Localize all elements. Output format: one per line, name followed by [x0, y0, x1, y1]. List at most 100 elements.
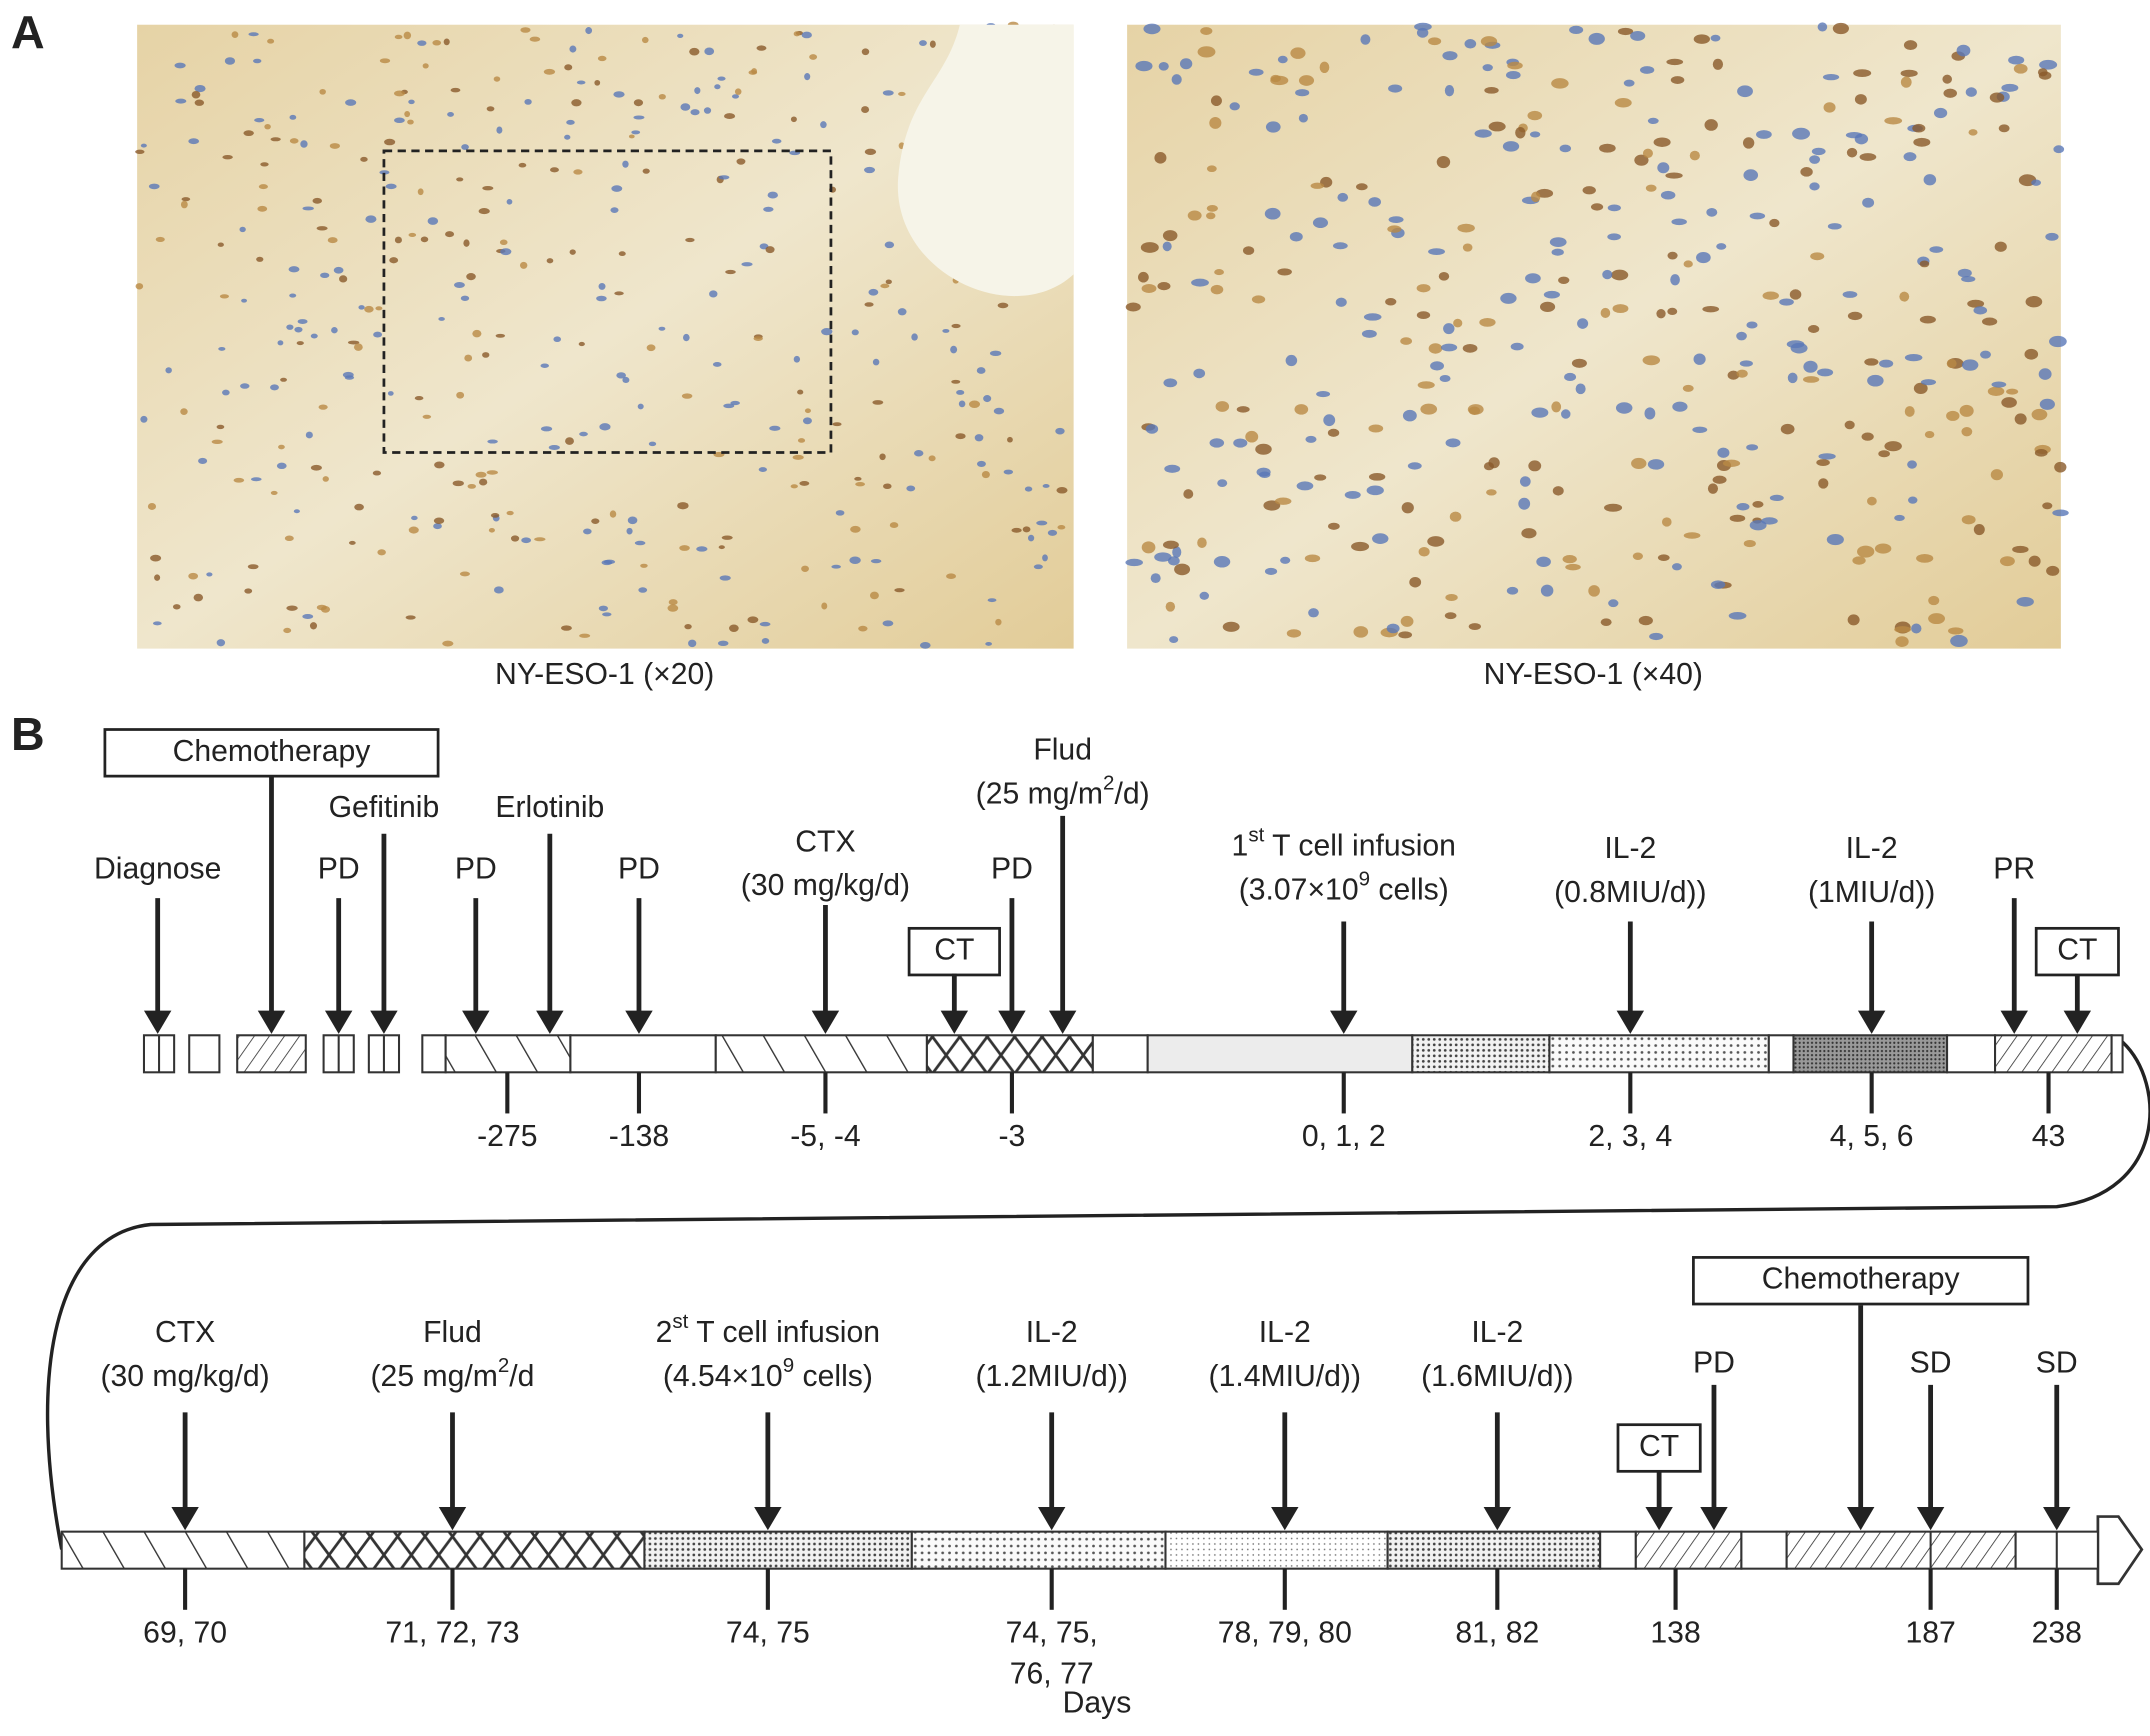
label-part: PR — [1993, 853, 2035, 886]
label-part: PD — [318, 853, 360, 886]
nucleus — [976, 367, 986, 374]
nucleus — [1298, 75, 1315, 86]
day-label: -275 — [477, 1120, 537, 1153]
nucleus — [1305, 435, 1317, 443]
nucleus — [2046, 565, 2060, 576]
nucleus — [1638, 615, 1653, 626]
nucleus — [1749, 212, 1766, 220]
nucleus — [456, 177, 464, 182]
nucleus — [1956, 44, 1971, 57]
nucleus — [211, 439, 223, 444]
nucleus — [1973, 306, 1988, 315]
timeline-segment — [1599, 1530, 1637, 1570]
nucleus — [1746, 321, 1758, 329]
event-label: (1.4MIU/d)) — [1209, 1360, 1361, 1393]
nucleus — [1209, 438, 1225, 448]
nucleus — [914, 450, 924, 457]
nucleus — [1564, 372, 1577, 382]
nucleus — [1368, 424, 1384, 433]
nucleus — [1903, 152, 1917, 162]
nucleus — [1549, 237, 1567, 247]
superscript: 2 — [1103, 771, 1114, 794]
nucleus — [882, 90, 894, 96]
timeline-segment — [1146, 1034, 1414, 1074]
nucleus — [1670, 76, 1685, 84]
nucleus — [447, 111, 454, 117]
nucleus — [751, 68, 758, 75]
nucleus — [320, 272, 330, 278]
nucleus — [482, 352, 490, 358]
nucleus — [510, 535, 520, 542]
nucleus — [951, 323, 961, 329]
nucleus — [1551, 78, 1569, 89]
nucleus — [534, 537, 546, 542]
nucleus — [1179, 58, 1193, 70]
nucleus — [405, 615, 416, 620]
nucleus — [869, 591, 879, 600]
label-part: IL-2 — [1471, 1316, 1523, 1349]
nucleus — [1588, 585, 1600, 597]
label-part: /d — [509, 1360, 534, 1393]
nucleus — [648, 441, 657, 447]
day-label: 78, 79, 80 — [1218, 1616, 1352, 1649]
nucleus — [1372, 533, 1389, 545]
day-label: 187 — [1905, 1616, 1955, 1649]
nucleus — [1172, 546, 1182, 558]
nucleus — [1928, 595, 1940, 606]
nucleus — [1024, 486, 1033, 492]
nucleus — [1571, 358, 1587, 368]
nucleus — [790, 116, 797, 123]
nucleus — [404, 110, 411, 118]
nucleus — [506, 199, 513, 205]
nucleus — [820, 121, 827, 129]
nucleus — [1644, 407, 1656, 420]
event-label: SD — [1910, 1346, 1952, 1379]
nucleus — [1165, 601, 1176, 612]
nucleus — [801, 31, 812, 39]
event-label: CTX — [155, 1316, 215, 1349]
nucleus — [283, 627, 292, 634]
nucleus — [714, 84, 721, 90]
event-label: (3.07×109 cells) — [1239, 867, 1449, 906]
nucleus — [985, 641, 992, 646]
nucleus — [1183, 489, 1194, 499]
nucleus — [276, 462, 287, 470]
nucleus — [293, 509, 300, 514]
nucleus — [626, 527, 633, 535]
day-label: -3 — [999, 1120, 1026, 1153]
nucleus — [1660, 190, 1676, 200]
nucleus — [364, 305, 374, 313]
nucleus — [1689, 150, 1700, 161]
nucleus — [289, 114, 297, 120]
nucleus — [1439, 374, 1451, 383]
arrow-head — [625, 1010, 653, 1034]
nucleus — [1154, 152, 1167, 164]
nucleus — [1847, 311, 1863, 321]
nucleus — [1488, 121, 1506, 132]
nucleus — [1003, 469, 1014, 475]
nucleus — [642, 168, 650, 174]
nucleus — [1911, 623, 1922, 634]
nucleus — [1994, 241, 2007, 252]
nucleus — [394, 236, 402, 244]
nucleus — [950, 345, 958, 354]
nucleus — [1894, 626, 1912, 633]
nucleus — [804, 408, 811, 414]
nucleus — [1608, 599, 1619, 608]
nucleus — [684, 624, 692, 630]
nucleus — [1294, 404, 1309, 415]
nucleus — [1264, 207, 1281, 220]
nucleus — [461, 144, 469, 150]
image-caption: NY-ESO-1 (×20) — [495, 658, 714, 691]
nucleus — [1948, 627, 1964, 635]
nucleus — [1632, 552, 1643, 560]
label-part: cells) — [1370, 873, 1449, 906]
nucleus — [1671, 218, 1687, 226]
nucleus — [1899, 291, 1910, 302]
nucleus — [597, 55, 607, 62]
nucleus — [1817, 368, 1834, 377]
nucleus — [1479, 318, 1496, 327]
nucleus — [868, 288, 879, 296]
nucleus — [1792, 127, 1811, 140]
nucleus — [540, 363, 549, 368]
